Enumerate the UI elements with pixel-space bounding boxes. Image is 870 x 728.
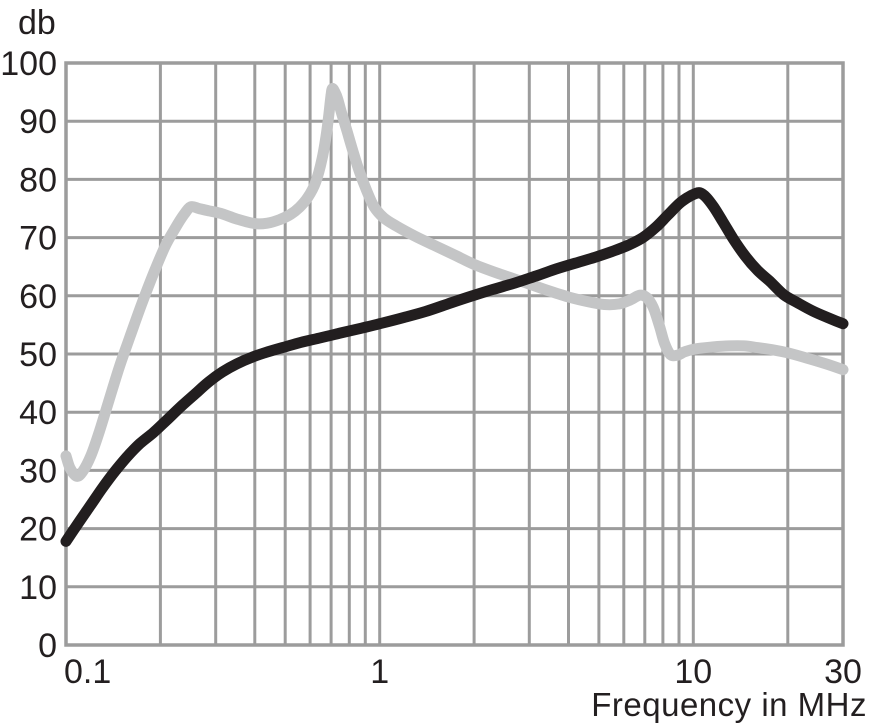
x-tick-label: 0.1 <box>64 653 111 691</box>
plot-border <box>64 61 845 647</box>
grid-lines <box>66 63 843 645</box>
x-tick-label: 30 <box>824 653 862 691</box>
y-tick-label: 70 <box>19 220 57 258</box>
x-axis-title: Frequency in MHz <box>591 686 867 723</box>
y-tick-label: 30 <box>19 452 57 490</box>
y-tick-label: 10 <box>19 569 57 607</box>
y-tick-label: 0 <box>38 627 57 665</box>
y-tick-label: 90 <box>19 103 57 141</box>
y-tick-label: 20 <box>19 511 57 549</box>
curves <box>60 83 849 547</box>
y-tick-label: 80 <box>19 161 57 199</box>
gray-curve <box>60 83 849 482</box>
black-curve <box>60 187 849 547</box>
y-tick-label: 60 <box>19 278 57 316</box>
y-tick-label: 100 <box>0 45 57 83</box>
x-axis-tick-labels: 0.1 1 10 30 <box>64 653 862 691</box>
y-axis-title: db <box>18 4 56 42</box>
x-tick-label: 1 <box>370 653 389 691</box>
y-tick-label: 40 <box>19 394 57 432</box>
x-tick-label: 10 <box>674 653 712 691</box>
y-tick-label: 50 <box>19 336 57 374</box>
